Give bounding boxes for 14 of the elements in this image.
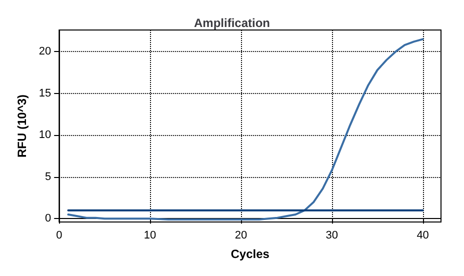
y-tick-label: 20 xyxy=(38,46,52,58)
y-axis-title: RFU (10^3) xyxy=(15,94,29,158)
x-tick-label: 10 xyxy=(144,230,156,242)
x-tick-label: 30 xyxy=(326,230,338,242)
y-tick-label: 10 xyxy=(38,129,52,142)
x-axis-title: Cycles xyxy=(230,247,270,261)
x-tick-label: 40 xyxy=(416,230,429,242)
y-tick-label: 0 xyxy=(45,212,52,225)
x-tick-label: 20 xyxy=(234,230,248,242)
chart-title: Amplification xyxy=(194,16,270,30)
x-tick-label: 0 xyxy=(56,230,62,242)
line-series xyxy=(67,38,424,220)
y-tick-label: 15 xyxy=(38,87,52,100)
y-tick-label: 5 xyxy=(45,170,52,183)
